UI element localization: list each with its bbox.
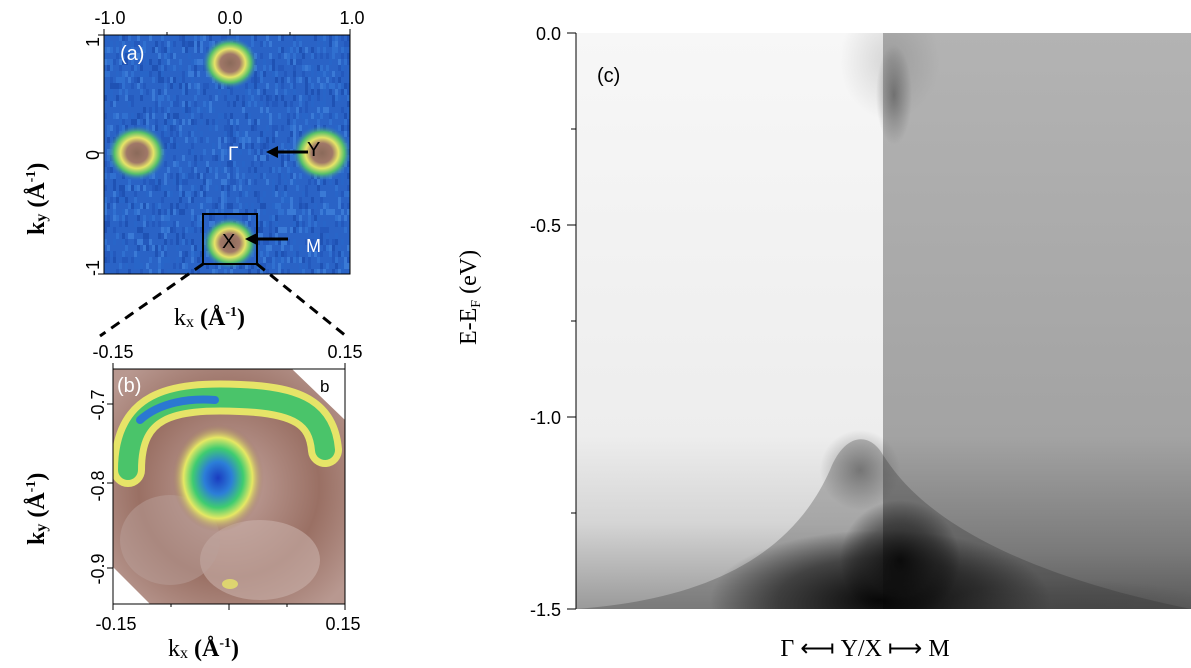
panel-c-ytick-2: -0.5	[530, 216, 561, 236]
panel-a-label: (a)	[120, 43, 144, 65]
panel-c-xlabel: Γ ⟻ Y/X ⟼ M	[780, 636, 949, 662]
panel-a-frame	[103, 34, 351, 275]
arrow-to-x	[245, 233, 288, 245]
panel-a: (a) Γ Y X M -1.0 0.0 1.0 1	[24, 8, 365, 331]
spot-left	[107, 125, 167, 181]
panel-b-xlabel: kx (Å-1)	[168, 636, 239, 662]
spot-right	[292, 125, 350, 181]
panel-a-ytick-3: -1	[83, 260, 103, 276]
y-point: Y	[307, 139, 320, 161]
m-point: M	[306, 236, 321, 256]
panel-c-ytick-3: -1.0	[530, 408, 561, 428]
panel-b-xtick-2: 0.15	[325, 614, 360, 634]
electron-pocket	[172, 424, 264, 532]
panel-b-label: (b)	[117, 375, 141, 397]
panel-b-toptick-1: -0.15	[92, 342, 133, 362]
arrow-to-gamma	[266, 146, 308, 158]
spot-top	[202, 37, 258, 89]
zoom-line-left	[99, 262, 204, 338]
gamma-point: Γ	[228, 144, 238, 165]
panel-b-xtick-1: -0.15	[95, 614, 136, 634]
zoom-line-right	[256, 262, 347, 338]
panel-a-xtick-3: 1.0	[339, 8, 364, 28]
panel-b-ylabel: ky(Å-1)	[24, 473, 50, 545]
panel-c-ylabel: E-EF (eV)	[456, 250, 484, 345]
panel-b-ytick-2: -0.8	[88, 470, 108, 501]
panel-a-xlabel: kx (Å-1)	[174, 305, 245, 331]
panel-a-xtick-1: -1.0	[94, 8, 125, 28]
panel-a-xtick-2: 0.0	[217, 8, 242, 28]
panel-c-label: (c)	[597, 65, 620, 87]
panel-b: (b) b -0.15 0.15 -0.15 0.15 -0.7 -0.8 -0…	[24, 342, 363, 662]
x-point: X	[222, 231, 235, 253]
panel-b-toptick-2: 0.15	[327, 342, 362, 362]
panel-b-corner-label: b	[320, 377, 329, 396]
panel-b-ytick-3: -0.9	[88, 553, 108, 584]
panel-a-top-axis: -1.0 0.0 1.0	[94, 8, 365, 35]
panel-b-bottom-axis: -0.15 0.15	[95, 604, 361, 634]
panel-b-ytick-1: -0.7	[88, 389, 108, 420]
panel-c-left-half	[576, 33, 883, 609]
panel-c-left-axis: 0.0 -0.5 -1.0 -1.5	[530, 24, 576, 620]
panel-a-ylabel: ky(Å-1)	[24, 163, 50, 235]
panel-c: 0.0 -0.5 -1.0 -1.5 (c) E-EF (eV) Γ ⟻ Y/X…	[456, 24, 1191, 662]
panel-a-left-axis: 1 0 -1	[83, 34, 104, 276]
panel-c-ytick-1: 0.0	[536, 24, 561, 44]
panel-b-top-axis: -0.15 0.15	[92, 342, 363, 369]
panel-b-left-axis: -0.7 -0.8 -0.9	[88, 389, 113, 585]
panel-c-ytick-4: -1.5	[530, 600, 561, 620]
panel-a-ytick-2: 0	[83, 150, 103, 160]
panel-a-ytick-1: 1	[83, 37, 103, 47]
spot-bottom	[202, 217, 258, 269]
